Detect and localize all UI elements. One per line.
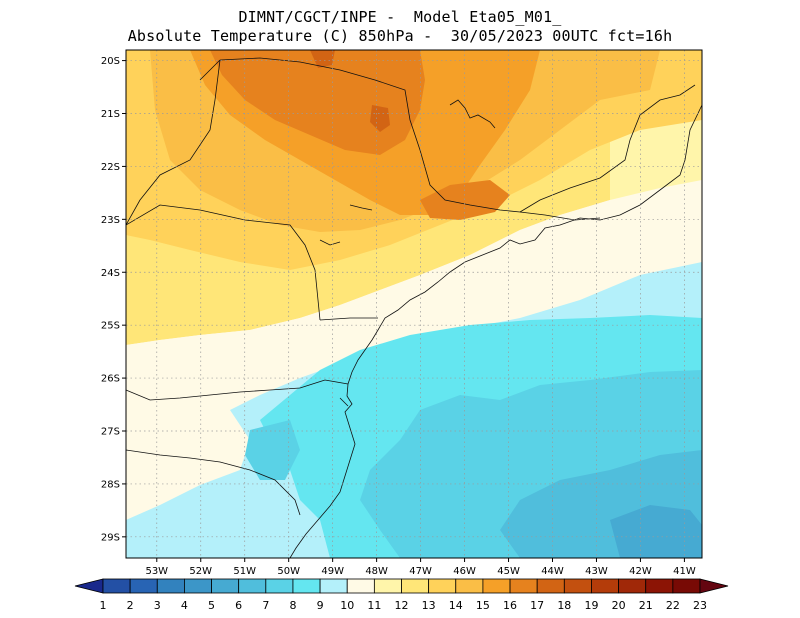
colorbar-over-arrow: [699, 578, 729, 594]
colorbar-swatch: [156, 578, 185, 594]
lon-tick-label: 45W: [497, 566, 520, 577]
field-region-8b: [245, 420, 300, 480]
colorbar-swatch: [211, 578, 240, 594]
colorbar-label: 23: [693, 599, 707, 612]
colorbar-label: 12: [395, 599, 409, 612]
colorbar-swatch: [428, 578, 457, 594]
colorbar-label: 8: [289, 599, 296, 612]
colorbar-label: 4: [181, 599, 188, 612]
colorbar-label: 18: [557, 599, 571, 612]
colorbar-label: 16: [503, 599, 517, 612]
colorbar-swatch: [672, 578, 701, 594]
state-border-4: [126, 449, 301, 516]
field-region-18b: [370, 105, 390, 132]
colorbar-label: 15: [476, 599, 490, 612]
lon-tick-label: 53W: [145, 566, 168, 577]
lon-tick-label: 42W: [629, 566, 652, 577]
lat-tick-label: 21S: [101, 109, 120, 120]
map-title-line-2: Absolute Temperature (C) 850hPa - 30/05/…: [127, 27, 673, 45]
lon-tick-label: 50W: [277, 566, 300, 577]
colorbar-label: 14: [449, 599, 463, 612]
colorbar: 1 2 3 4 5 6 7 8 9 10 11 12 13 14 15 16 17 18 19 20 21 22 23: [74, 578, 729, 612]
lat-tick-label: 29S: [101, 532, 120, 543]
lake-shape: [449, 99, 496, 129]
colorbar-label: 5: [208, 599, 215, 612]
lat-tick-label: 20S: [101, 56, 120, 67]
colorbar-label: 1: [100, 599, 107, 612]
colorbar-under-arrow: [74, 578, 104, 594]
field-region-11: [126, 180, 702, 452]
lon-tick-label: 47W: [409, 566, 432, 577]
colorbar-label: 21: [639, 599, 653, 612]
colorbar-swatch: [129, 578, 158, 594]
map-title-line-1: DIMNT/CGCT/INPE - Model Eta05_M01_: [238, 8, 562, 26]
lon-tick-label: 48W: [365, 566, 388, 577]
colorbar-swatch: [618, 578, 647, 594]
state-border-3: [319, 317, 378, 321]
state-border-8: [126, 59, 221, 226]
lon-tick-label: 52W: [189, 566, 212, 577]
colorbar-label: 19: [584, 599, 598, 612]
lat-tick-label: 23S: [101, 215, 120, 226]
map-frame: [125, 49, 703, 559]
colorbar-swatch: [591, 578, 619, 594]
state-border-5: [219, 57, 521, 213]
lat-tick-label: 27S: [101, 427, 120, 438]
colorbar-swatch: [536, 578, 565, 594]
lat-tick-label: 28S: [101, 479, 120, 490]
longitude-axis: 53W 52W 51W 50W 49W 48W 47W 46W 45W 44W 43W 42W 41W: [145, 558, 696, 577]
colorbar-swatch: [373, 578, 402, 594]
colorbar-swatch: [238, 578, 267, 594]
colorbar-label: 20: [612, 599, 626, 612]
island-1: [339, 397, 349, 407]
river-shape-2: [319, 239, 341, 246]
lat-tick-label: 24S: [101, 268, 120, 279]
colorbar-swatch: [319, 578, 348, 594]
colorbar-label: 9: [317, 599, 324, 612]
lon-tick-label: 49W: [321, 566, 344, 577]
colorbar-swatch: [102, 578, 131, 594]
colorbar-label: 11: [367, 599, 381, 612]
temperature-field: [126, 50, 702, 558]
latitude-axis: 20S 21S 22S 23S 24S 25S 26S 27S 28S 29S: [101, 56, 126, 543]
colorbar-swatch: [265, 578, 294, 594]
lat-tick-label: 22S: [101, 162, 120, 173]
river-shape-1: [349, 204, 373, 211]
colorbar-swatch: [482, 578, 511, 594]
colorbar-swatch: [645, 578, 674, 594]
colorbar-label: 17: [530, 599, 544, 612]
gridlines: [126, 50, 702, 558]
state-border-2: [126, 379, 349, 401]
colorbar-swatch: [184, 578, 212, 594]
lon-tick-label: 46W: [453, 566, 476, 577]
field-region-17: [210, 50, 425, 155]
colorbar-label: 13: [422, 599, 436, 612]
colorbar-swatch: [563, 578, 592, 594]
coastline-and-borders: [126, 57, 702, 558]
lon-tick-label: 41W: [673, 566, 696, 577]
field-region-18a: [310, 50, 335, 68]
lon-tick-label: 51W: [233, 566, 256, 577]
colorbar-label: 3: [154, 599, 161, 612]
colorbar-label: 2: [127, 599, 134, 612]
lat-tick-label: 25S: [101, 321, 120, 332]
colorbar-label: 7: [262, 599, 269, 612]
colorbar-swatch: [455, 578, 484, 594]
colorbar-label: 22: [666, 599, 680, 612]
state-border-7: [519, 211, 601, 221]
colorbar-swatch: [509, 578, 538, 594]
state-border-1: [126, 204, 321, 321]
field-region-17b: [420, 180, 510, 220]
state-border-6: [519, 84, 696, 213]
colorbar-swatch: [346, 578, 375, 594]
field-region-6: [610, 505, 702, 558]
lat-tick-label: 26S: [101, 374, 120, 385]
lon-tick-label: 44W: [541, 566, 564, 577]
colorbar-label: 6: [235, 599, 242, 612]
lon-tick-label: 43W: [585, 566, 608, 577]
colorbar-label: 10: [340, 599, 354, 612]
colorbar-swatch: [401, 578, 430, 594]
colorbar-swatch: [292, 578, 321, 594]
